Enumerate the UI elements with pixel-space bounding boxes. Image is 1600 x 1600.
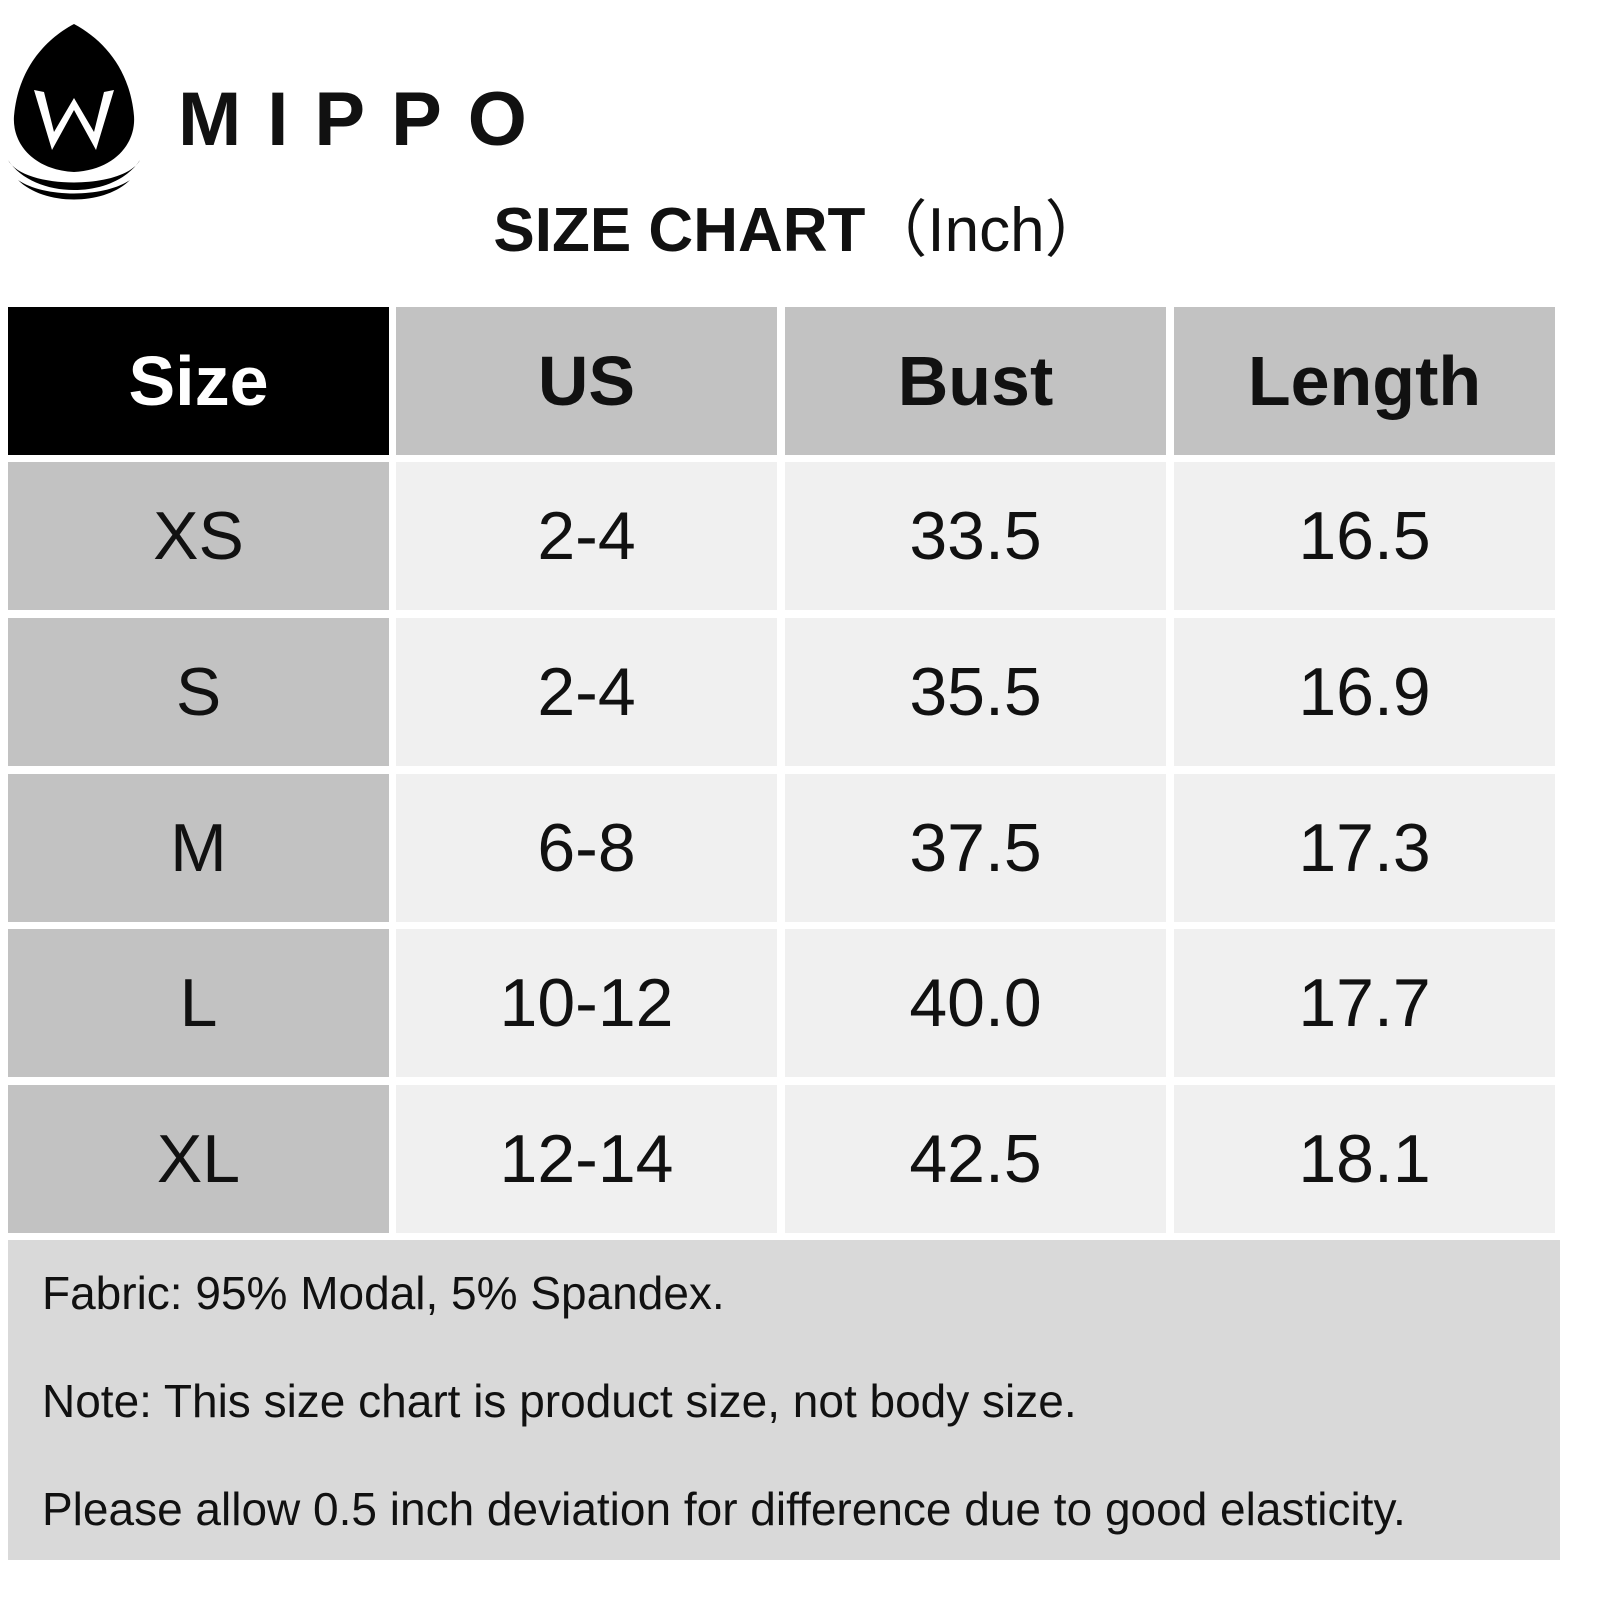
note-text: Note: This size chart is product size, n… — [42, 1375, 1077, 1427]
size-label: XL — [8, 1085, 389, 1233]
column-header: Bust — [785, 307, 1166, 455]
size-label: XS — [8, 462, 389, 610]
logo — [8, 24, 140, 200]
title: SIZE CHART（Inch） — [0, 196, 1600, 266]
size-label: M — [8, 774, 389, 922]
table-cell: 2-4 — [396, 462, 777, 610]
column-header: Size — [8, 307, 389, 455]
table-cell: 17.3 — [1174, 774, 1555, 922]
table-cell: 10-12 — [396, 929, 777, 1077]
table-cell: 16.9 — [1174, 618, 1555, 766]
table-cell: 42.5 — [785, 1085, 1166, 1233]
table-cell: 17.7 — [1174, 929, 1555, 1077]
note-text: Fabric: 95% Modal, 5% Spandex. — [42, 1267, 725, 1319]
column-header: Length — [1174, 307, 1555, 455]
table-cell: 35.5 — [785, 618, 1166, 766]
notes-box: Fabric: 95% Modal, 5% Spandex. Note: This… — [8, 1240, 1560, 1560]
note-text: Please allow 0.5 inch deviation for diff… — [42, 1483, 1406, 1535]
title-text: SIZE CHART — [493, 196, 866, 265]
table-cell: 6-8 — [396, 774, 777, 922]
table-cell: 2-4 — [396, 618, 777, 766]
size-label: L — [8, 929, 389, 1077]
table-cell: 40.0 — [785, 929, 1166, 1077]
table-cell: 12-14 — [396, 1085, 777, 1233]
table-cell: 33.5 — [785, 462, 1166, 610]
column-header: US — [396, 307, 777, 455]
title-unit: （Inch） — [865, 196, 1107, 265]
table-cell: 37.5 — [785, 774, 1166, 922]
brand: MIPPO — [178, 77, 553, 162]
size-label: S — [8, 618, 389, 766]
table-cell: 16.5 — [1174, 462, 1555, 610]
table-cell: 18.1 — [1174, 1085, 1555, 1233]
